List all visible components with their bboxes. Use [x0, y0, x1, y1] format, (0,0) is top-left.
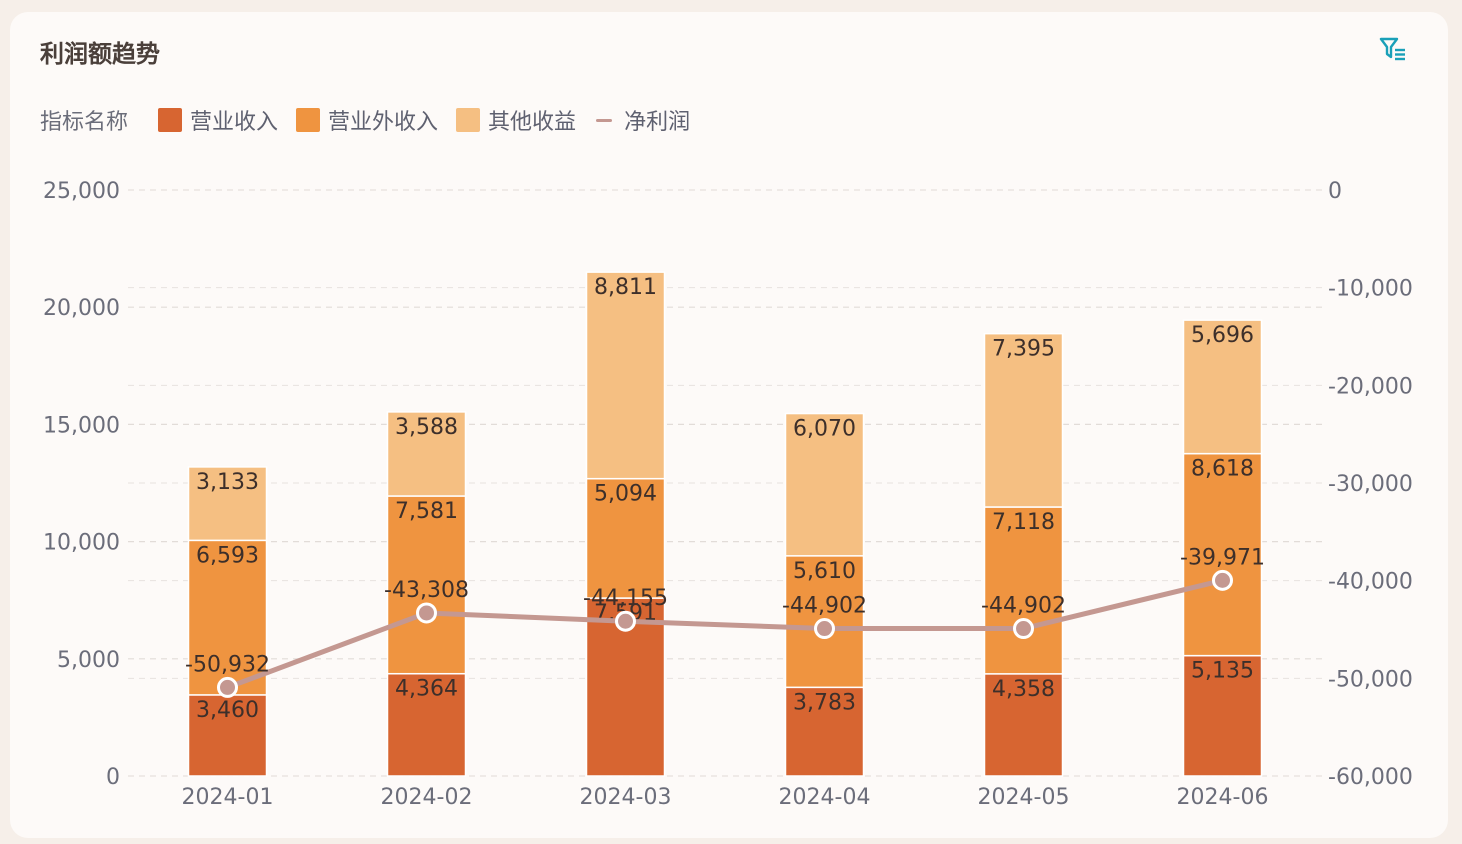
bar-segment-0 [784, 686, 865, 777]
y-right-tick-label: -10,000 [1328, 277, 1413, 302]
bar-data-label: 5,135 [1191, 659, 1254, 684]
net-profit-data-label: -43,308 [384, 578, 469, 603]
legend-swatch-other-income [456, 108, 481, 132]
bar-data-label: 8,618 [1191, 457, 1254, 482]
legend-title: 指标名称 [40, 110, 129, 135]
net-profit-data-label: -44,902 [782, 594, 867, 619]
legend-item-revenue[interactable]: 营业收入 [158, 104, 278, 136]
y-left-tick-label: 15,000 [43, 413, 120, 438]
x-tick-label: 2024-03 [580, 785, 672, 810]
y-right-tick-label: -20,000 [1328, 374, 1413, 399]
bar-segment-2 [187, 466, 268, 542]
legend-item-net-profit[interactable]: 净利润 [594, 104, 690, 136]
bar-data-label: 7,581 [395, 499, 458, 524]
y-right-tick-label: 0 [1328, 179, 1342, 204]
net-profit-data-label: -44,155 [583, 586, 668, 611]
bar-data-label: 5,610 [793, 559, 856, 584]
y-left-tick-label: 10,000 [43, 531, 120, 556]
bar-segment-1 [386, 495, 467, 675]
x-tick-label: 2024-06 [1177, 785, 1269, 810]
bar-segment-2 [784, 412, 865, 557]
y-left-tick-label: 25,000 [43, 179, 120, 204]
bar-data-label: 5,696 [1191, 323, 1254, 348]
bar-segment-2 [983, 332, 1064, 508]
bar-data-label: 3,460 [196, 698, 259, 723]
x-tick-label: 2024-01 [182, 785, 274, 810]
legend-swatch-revenue [158, 108, 183, 132]
legend-swatch-nonoperating-income [296, 108, 321, 132]
net-profit-point [1013, 618, 1034, 640]
net-profit-data-label: -50,932 [185, 652, 270, 677]
net-profit-data-label: -39,971 [1180, 545, 1265, 570]
bar-data-label: 4,364 [395, 677, 458, 702]
y-right-tick-label: -60,000 [1328, 765, 1413, 790]
y-right-tick-label: -50,000 [1328, 667, 1413, 692]
bar-data-label: 7,395 [992, 337, 1055, 362]
bar-segment-1 [187, 539, 268, 696]
y-left-tick-label: 5,000 [57, 648, 120, 673]
legend-label-revenue: 营业收入 [190, 110, 279, 135]
bar-data-label: 6,593 [196, 543, 259, 568]
net-profit-point [814, 618, 835, 640]
y-left-tick-label: 20,000 [43, 296, 120, 321]
bar-data-label: 3,588 [395, 415, 458, 440]
bar-data-label: 3,783 [793, 690, 856, 715]
net-profit-line [226, 577, 1224, 690]
legend-label-nonoperating-income: 营业外收入 [328, 110, 439, 135]
bar-segment-2 [386, 411, 467, 497]
bar-data-label: 7,118 [992, 510, 1055, 535]
legend-item-other-income[interactable]: 其他收益 [456, 104, 576, 136]
bar-segment-2 [585, 271, 666, 480]
net-profit-point [416, 602, 437, 624]
bar-data-label: 4,358 [992, 677, 1055, 702]
bar-data-label: 3,133 [196, 470, 259, 495]
legend-line-net-profit [596, 118, 613, 122]
bar-data-label: 6,070 [793, 417, 856, 442]
y-left-tick-label: 0 [106, 765, 120, 790]
legend-label-other-income: 其他收益 [488, 110, 577, 135]
bar-data-label: 8,811 [594, 275, 657, 300]
bar-segment-1 [1182, 452, 1263, 657]
y-right-tick-label: -30,000 [1328, 472, 1413, 497]
bar-segment-0 [187, 694, 268, 777]
bar-segment-1 [585, 477, 666, 599]
bar-data-label: 5,094 [594, 482, 657, 507]
legend-label-net-profit: 净利润 [624, 110, 691, 135]
bar-segment-0 [983, 673, 1064, 777]
net-profit-point [615, 610, 636, 632]
net-profit-point [217, 676, 238, 698]
legend-item-nonoperating-income[interactable]: 营业外收入 [296, 104, 438, 136]
y-right-tick-label: -40,000 [1328, 570, 1413, 595]
bar-segment-2 [1182, 319, 1263, 455]
net-profit-point [1212, 569, 1233, 591]
filter-list-icon[interactable] [1378, 34, 1408, 64]
net-profit-data-label: -44,902 [981, 594, 1066, 619]
x-tick-label: 2024-02 [381, 785, 473, 810]
x-tick-label: 2024-05 [978, 785, 1070, 810]
bar-segment-0 [1182, 654, 1263, 777]
chart-legend: 指标名称 营业收入 营业外收入 其他收益 净利润 [40, 102, 708, 138]
x-tick-label: 2024-04 [779, 785, 871, 810]
chart-title: 利润额趋势 [40, 40, 160, 68]
